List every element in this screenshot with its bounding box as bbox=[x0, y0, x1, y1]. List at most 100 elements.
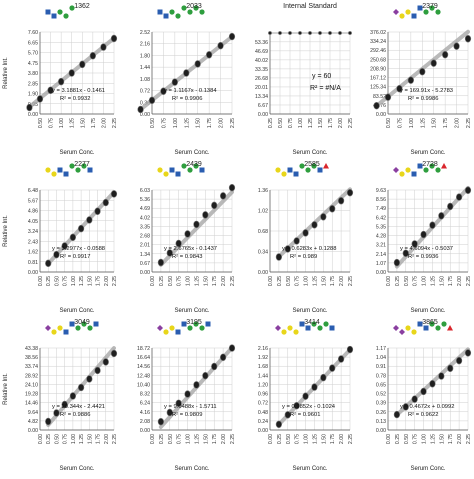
data-point bbox=[311, 221, 318, 229]
x-tick-label: 0.75 bbox=[177, 434, 183, 444]
y-tick-label: 2.68 bbox=[140, 234, 150, 240]
glycan-residue-blue bbox=[317, 167, 323, 173]
data-point bbox=[328, 31, 332, 35]
x-tick-label: 0.25 bbox=[159, 434, 165, 444]
glycan-residue-green bbox=[75, 325, 81, 331]
data-point bbox=[402, 403, 409, 411]
data-point bbox=[396, 85, 403, 93]
x-tick-label: 1.75 bbox=[448, 434, 454, 444]
glycan-residue-blue bbox=[163, 13, 169, 19]
x-tick-label: 1.00 bbox=[304, 276, 310, 286]
data-point bbox=[419, 67, 426, 76]
glycan-residue-green bbox=[69, 163, 75, 169]
y-tick-label: 1.90 bbox=[28, 92, 38, 98]
x-tick-label: 2.00 bbox=[457, 276, 463, 286]
glycan-residue-green bbox=[305, 167, 311, 173]
y-tick-label: 1.44 bbox=[258, 373, 268, 379]
glycan-residue-green bbox=[311, 321, 317, 327]
y-tick-label: 0.00 bbox=[140, 112, 150, 118]
y-tick-label: 0.72 bbox=[258, 401, 268, 407]
glycan-structure-icon bbox=[157, 321, 211, 335]
x-tick-label: 0.00 bbox=[150, 276, 156, 286]
chart-svg-2: Internal Standard 0.00 6.67 13.34 20.01 26.68… bbox=[255, 3, 354, 156]
x-tick-label: 1.75 bbox=[330, 434, 336, 444]
chart-title: 3414 bbox=[304, 319, 320, 326]
y-tick-label: 38.56 bbox=[25, 355, 38, 361]
y-tick-label: 19.28 bbox=[25, 392, 38, 398]
glycan-residue-yellow bbox=[399, 171, 405, 177]
glycan-residue-green bbox=[323, 321, 329, 327]
x-tick-label: 0.25 bbox=[277, 276, 283, 286]
y-tick-label: 24.10 bbox=[25, 382, 38, 388]
y-tick-label: 9.63 bbox=[376, 188, 386, 194]
data-point bbox=[110, 190, 118, 198]
data-point bbox=[268, 31, 272, 35]
data-point bbox=[429, 380, 436, 388]
x-tick-label: 1.50 bbox=[80, 118, 86, 128]
x-tick-label: 0.25 bbox=[395, 276, 401, 286]
y-tick-label: 5.70 bbox=[28, 51, 38, 57]
x-tick-label: 1.75 bbox=[96, 276, 102, 286]
y-tick-label: 0.81 bbox=[28, 260, 38, 266]
data-point bbox=[166, 408, 173, 417]
glycan-residue-green bbox=[69, 5, 75, 11]
data-point bbox=[447, 364, 454, 373]
x-tick-label: 2.00 bbox=[104, 434, 110, 444]
chart-panel-6: 2585 0.00 0.34 0.68 1.02 1.36 0.00 0.25 0.50 0.75… bbox=[236, 158, 354, 316]
data-point bbox=[453, 42, 460, 50]
x-tick-label: 1.25 bbox=[312, 434, 318, 444]
x-axis-label: Serum Conc. bbox=[59, 308, 94, 314]
glycan-residue-green bbox=[423, 167, 429, 173]
glycan-residue-purple bbox=[45, 325, 51, 331]
glycan-structure-icon bbox=[393, 163, 447, 177]
chart-title: 2379 bbox=[422, 3, 438, 10]
data-point bbox=[373, 102, 380, 110]
data-point bbox=[79, 60, 86, 69]
data-point bbox=[217, 41, 224, 50]
x-axis-label: Serum Conc. bbox=[292, 150, 327, 156]
glycan-residue-green bbox=[435, 9, 441, 15]
y-tick-label: 0.13 bbox=[376, 419, 386, 425]
data-point bbox=[183, 69, 190, 77]
data-point bbox=[302, 392, 309, 400]
data-point bbox=[110, 34, 118, 43]
x-tick-label: 2.25 bbox=[466, 434, 472, 444]
glycan-residue-green bbox=[435, 325, 441, 331]
y-tick-label: 5.36 bbox=[140, 197, 150, 203]
x-tick-label: 1.50 bbox=[203, 434, 209, 444]
y-tick-label: 4.75 bbox=[28, 61, 38, 67]
x-tick-label: 2.00 bbox=[219, 118, 225, 128]
y-tick-label: 0.00 bbox=[28, 270, 38, 276]
glycan-residue-purple bbox=[399, 329, 405, 335]
x-tick-label: 1.75 bbox=[96, 434, 102, 444]
chart-svg-0: 13620.000.951.902.853.804.755.706.657.60… bbox=[3, 3, 118, 156]
x-tick-label: 0.50 bbox=[168, 276, 174, 286]
x-tick-label: 1.00 bbox=[422, 276, 428, 286]
data-point bbox=[420, 387, 427, 396]
y-tick-label: 0.39 bbox=[376, 401, 386, 407]
regression-equation: y = 9.0488x - 1.5711 bbox=[164, 404, 217, 410]
y-tick-label: 1.07 bbox=[376, 261, 386, 267]
y-axis-label: Relative Int. bbox=[3, 215, 9, 247]
y-tick-label: 6.65 bbox=[28, 40, 38, 46]
data-point bbox=[438, 372, 445, 380]
x-tick-label: 2.00 bbox=[101, 118, 107, 128]
chart-svg-5: 2439 0.00 0.67 1.34 2.01 2.68 3.35 4.02 4.69 5.36… bbox=[140, 161, 236, 314]
x-tick-label: 2.25 bbox=[112, 118, 118, 128]
y-tick-label: 1.08 bbox=[140, 77, 150, 83]
x-tick-label: 2.25 bbox=[230, 434, 236, 444]
x-tick-label: 0.50 bbox=[150, 118, 156, 128]
data-point bbox=[61, 242, 68, 250]
y-tick-label: 0.24 bbox=[258, 419, 268, 425]
y-tick-label: 334.24 bbox=[370, 39, 386, 45]
x-tick-label: 0.50 bbox=[54, 276, 60, 286]
x-tick-label: 1.00 bbox=[71, 276, 77, 286]
glycan-residue-green bbox=[299, 163, 305, 169]
glycan-residue-green bbox=[311, 163, 317, 169]
x-tick-label: 0.25 bbox=[46, 434, 52, 444]
y-tick-label: 0.00 bbox=[258, 428, 268, 434]
x-tick-label: 0.75 bbox=[288, 118, 294, 128]
x-tick-label: 1.50 bbox=[196, 118, 202, 128]
glycan-residue-yellow bbox=[287, 325, 293, 331]
y-tick-label: 1.20 bbox=[258, 382, 268, 388]
